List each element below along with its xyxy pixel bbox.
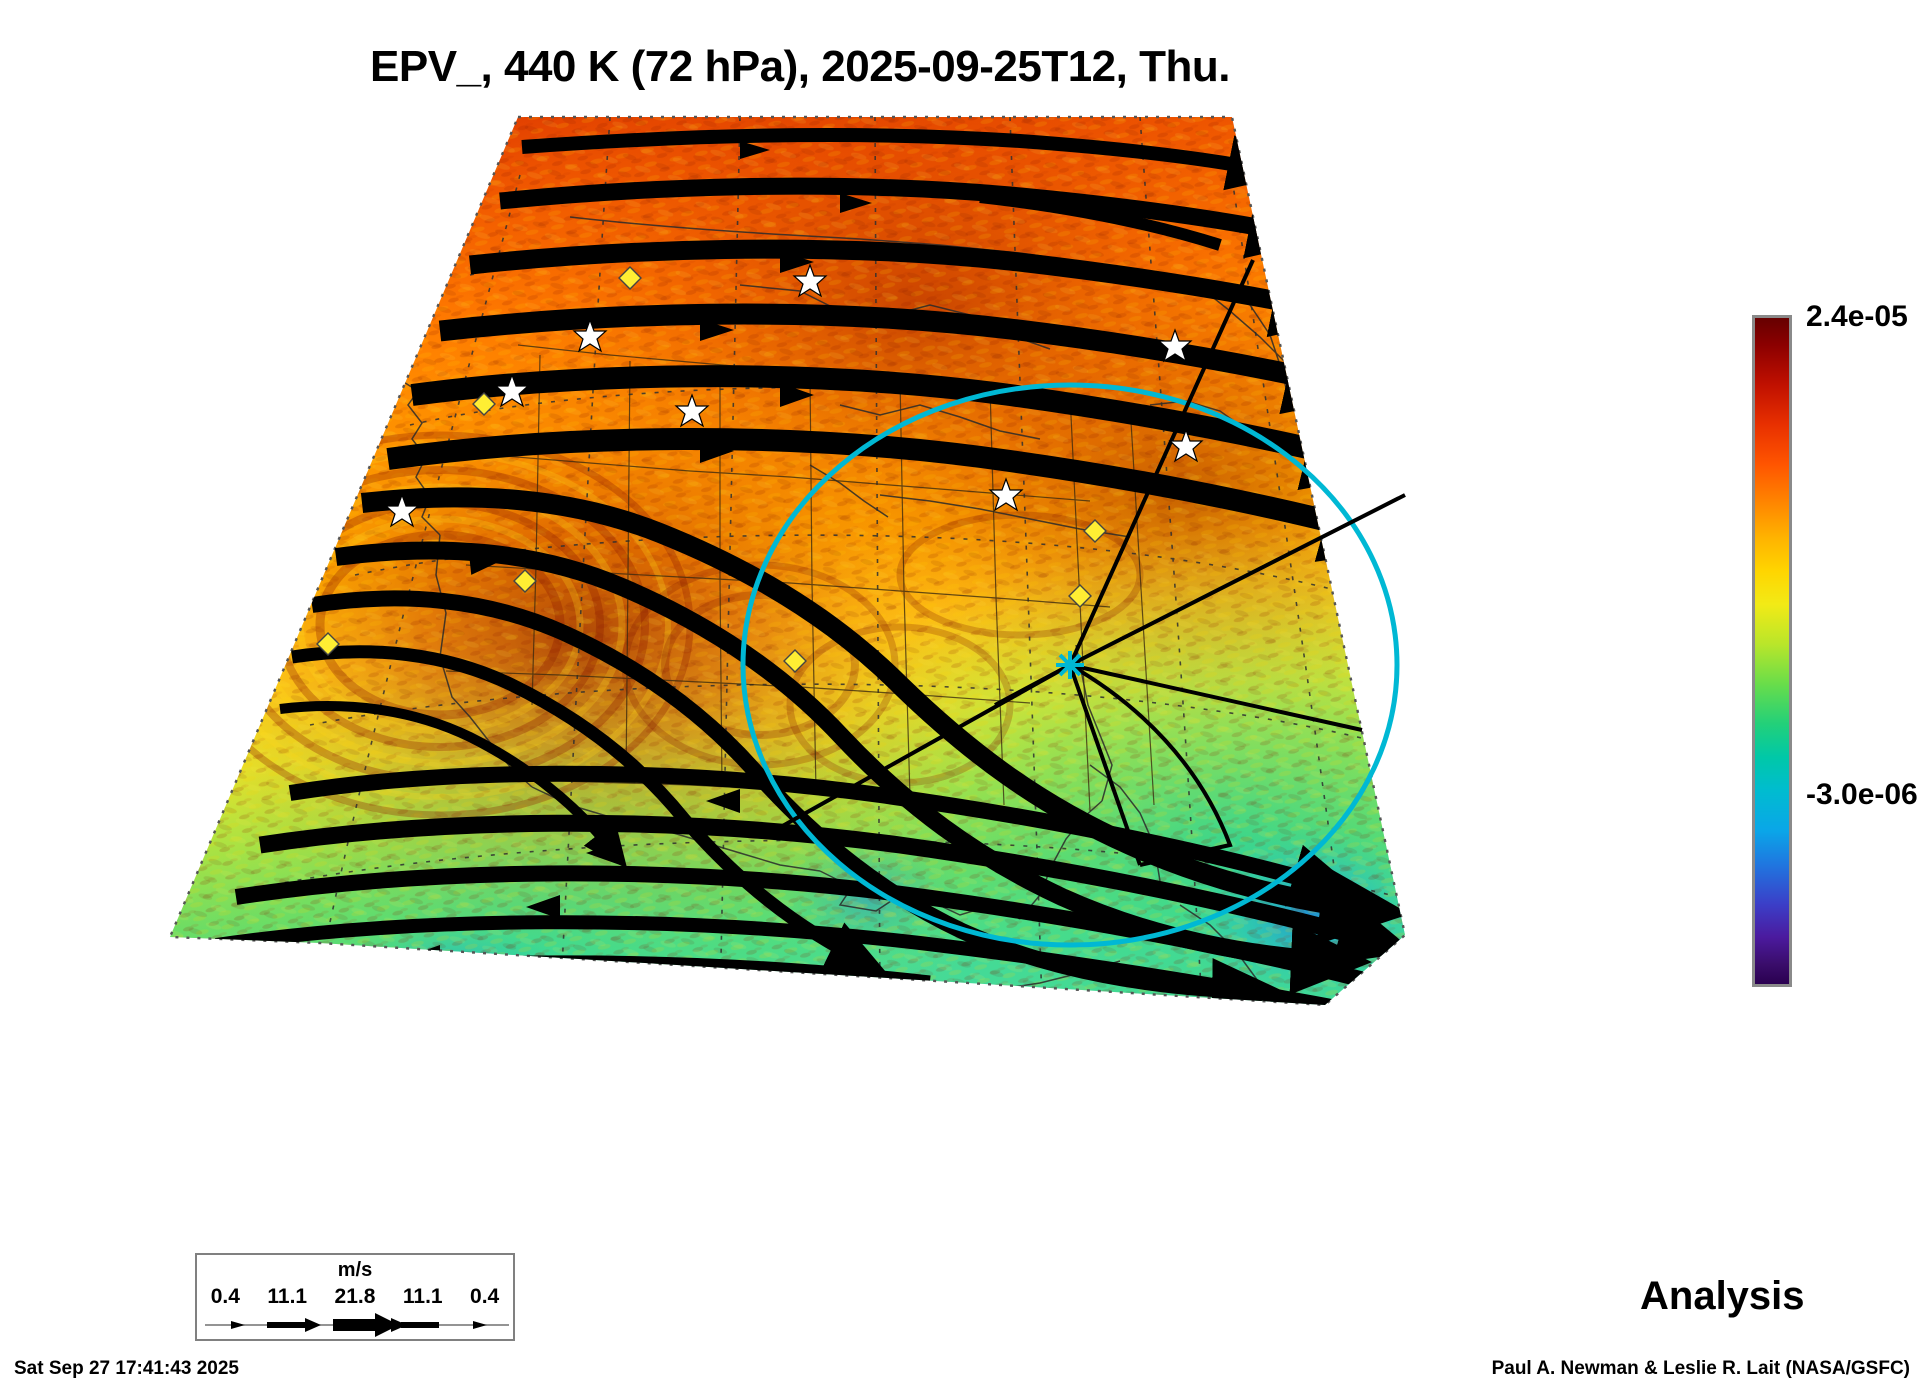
streamline-arrowheads bbox=[406, 141, 872, 969]
flight-range-circle bbox=[740, 382, 1400, 948]
base-marker[interactable] bbox=[1056, 651, 1084, 679]
analysis-label: Analysis bbox=[1640, 1274, 1805, 1318]
station-markers[interactable] bbox=[384, 263, 1204, 528]
wind-scale-arrows bbox=[205, 1313, 509, 1337]
wind-scale-units: m/s bbox=[337, 1259, 373, 1281]
colorbar bbox=[1752, 315, 1792, 987]
site-markers[interactable] bbox=[316, 266, 1107, 673]
epv-heatmap[interactable] bbox=[140, 105, 1440, 1025]
wind-tick: 11.1 bbox=[402, 1285, 443, 1308]
wind-tick: 11.1 bbox=[267, 1285, 308, 1308]
wind-scale-ticks: 0.4 11.1 21.8 11.1 0.4 bbox=[197, 1285, 513, 1309]
wind-tick: 21.8 bbox=[334, 1285, 376, 1308]
author-credit: Paul A. Newman & Leslie R. Lait (NASA/GS… bbox=[1491, 1358, 1910, 1379]
render-timestamp: Sat Sep 27 17:41:43 2025 bbox=[14, 1358, 239, 1379]
wind-scale-legend: m/s 0.4 11.1 21.8 11.1 0.4 bbox=[195, 1253, 515, 1341]
page-title: EPV_, 440 K (72 hPa), 2025-09-25T12, Thu… bbox=[370, 42, 1230, 91]
colorbar-max-label: 2.4e-05 bbox=[1806, 300, 1908, 333]
flight-tracks bbox=[769, 259, 1406, 867]
map-panel[interactable] bbox=[140, 105, 1440, 1025]
wind-tick: 0.4 bbox=[470, 1285, 500, 1308]
wind-tick: 0.4 bbox=[210, 1285, 240, 1308]
colorbar-min-label: -3.0e-06 bbox=[1806, 778, 1918, 811]
